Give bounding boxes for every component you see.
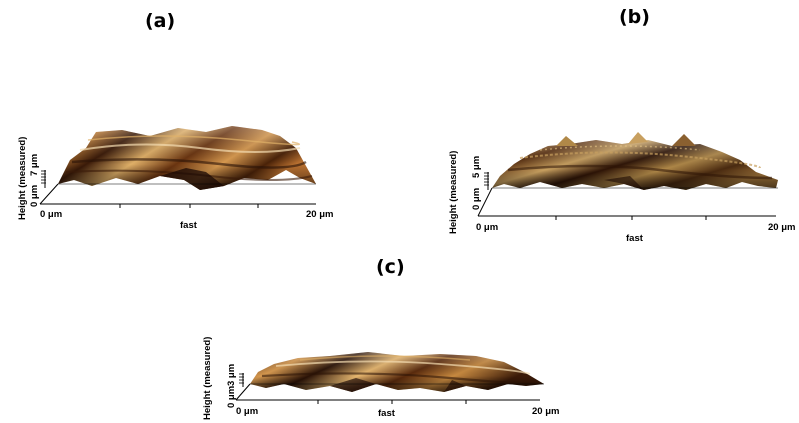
panel-a-z-ticks [41, 170, 46, 184]
panel-c-z-scale: 3 μm [226, 364, 237, 386]
panel-c-surface [250, 352, 544, 392]
panel-b-x-title: fast [626, 233, 644, 244]
panel-c-z-ticks [239, 373, 244, 384]
panel-a-x-start: 0 μm [40, 209, 62, 220]
panel-b-z-scale: 5 μm [471, 156, 482, 178]
panel-c-x-end: 20 μm [532, 406, 559, 417]
panel-b-surface [492, 132, 778, 190]
panel-b-z-title: Height (measured) [448, 151, 459, 234]
panel-c-label: (c) [376, 256, 405, 278]
panel-a-axes [39, 170, 316, 208]
panel-a: 0 μm 20 μm fast 7 μm 0 μm Height (measur… [17, 126, 333, 231]
panel-a-x-end: 20 μm [306, 209, 333, 220]
panel-a-z-scale: 7 μm [29, 154, 40, 176]
panel-a-surface [58, 126, 316, 190]
panel-a-x-title: fast [180, 220, 198, 231]
panel-b-z-zero: 0 μm [471, 188, 482, 210]
panel-b: 0 μm 20 μm fast 5 μm 0 μm Height (measur… [448, 132, 795, 244]
panel-b-x-start: 0 μm [476, 222, 498, 233]
panel-a-z-title: Height (measured) [17, 137, 28, 220]
panel-b-z-ticks [484, 172, 489, 186]
panel-b-label: (b) [619, 6, 650, 28]
panel-c-x-title: fast [378, 408, 396, 419]
panel-c: 0 μm 20 μm fast 3 μm 0 μm Height (measur… [202, 337, 559, 420]
panel-c-x-start: 0 μm [236, 406, 258, 417]
panel-a-z-zero: 0 μm [29, 185, 40, 207]
panel-c-z-title: Height (measured) [202, 337, 213, 420]
panel-a-label: (a) [145, 10, 176, 32]
panel-b-x-end: 20 μm [768, 222, 795, 233]
panel-c-z-zero: 0 μm [226, 386, 237, 408]
panel-b-axes [477, 172, 778, 220]
